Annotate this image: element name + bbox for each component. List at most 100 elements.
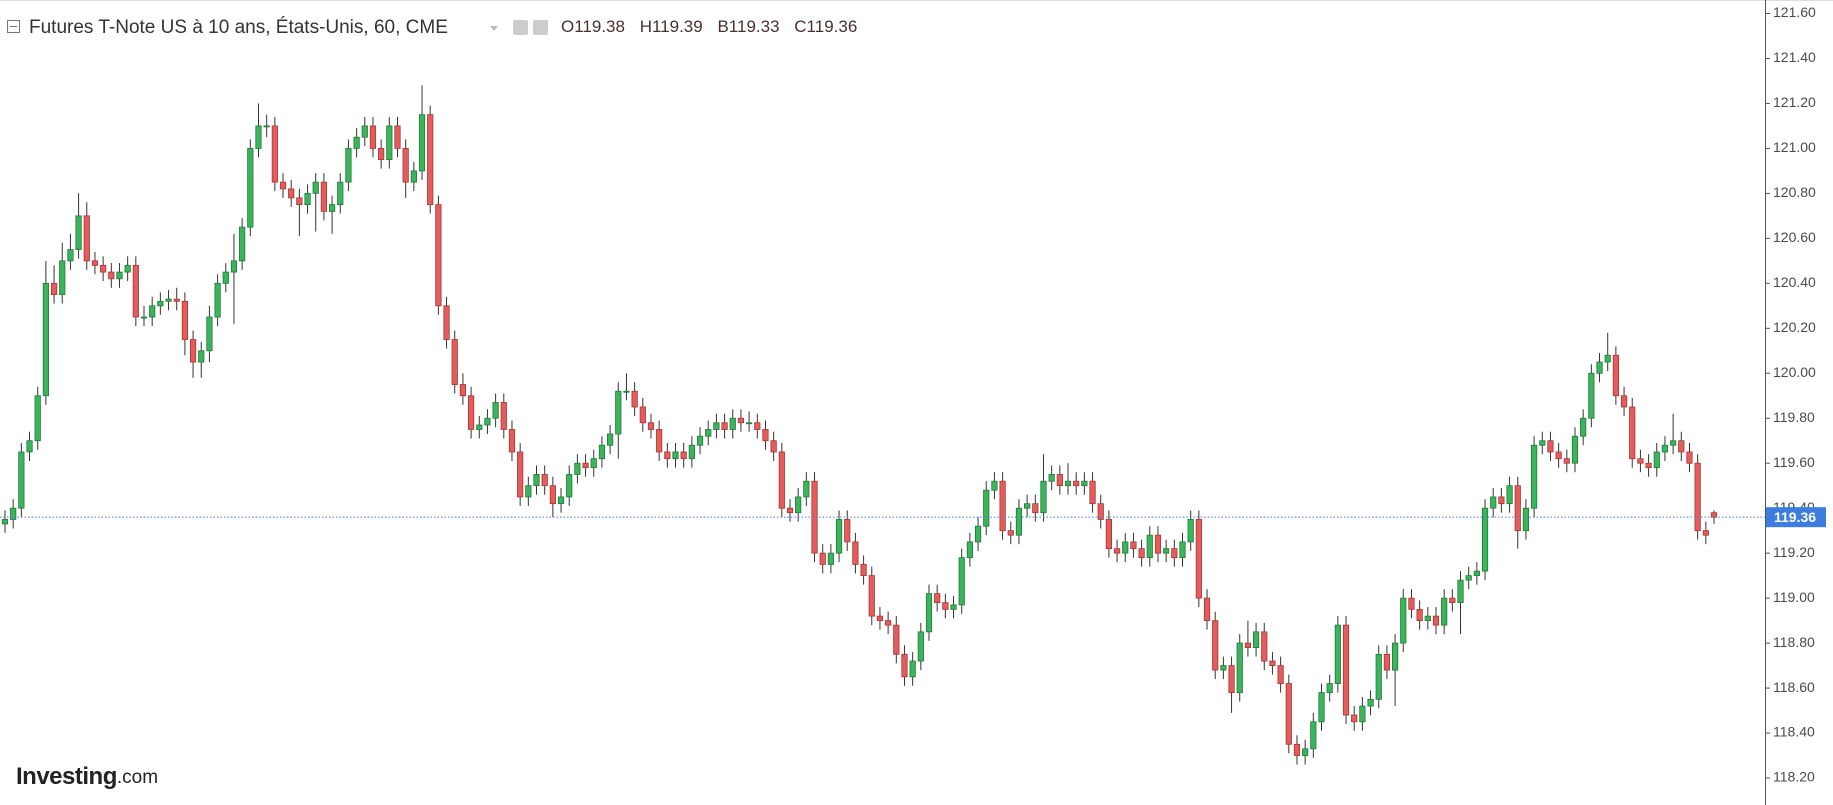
- candle-body: [1, 519, 9, 525]
- candle-body: [1686, 451, 1693, 464]
- candle-body: [680, 451, 687, 460]
- ohlc-value: 119.36: [807, 17, 858, 36]
- candle-body: [50, 282, 58, 295]
- candle-body: [1007, 530, 1014, 536]
- candle-body: [1653, 451, 1660, 469]
- candle-body: [770, 440, 777, 453]
- y-tick-label: 119.80: [1773, 409, 1815, 425]
- candle-body: [1694, 462, 1701, 532]
- candle-body: [1024, 503, 1031, 509]
- candle-body: [75, 215, 82, 250]
- candle-body: [255, 125, 262, 149]
- candle-body: [786, 507, 794, 514]
- chart-title: Futures T-Note US à 10 ans, États-Unis, …: [29, 17, 448, 38]
- candle-body: [198, 350, 205, 363]
- candle-body: [296, 197, 303, 206]
- ohlc-value: 119.39: [652, 17, 703, 36]
- candle-body: [476, 424, 483, 430]
- candle-body: [418, 114, 426, 172]
- y-tick-label: 119.20: [1773, 544, 1815, 560]
- candle-body: [42, 282, 49, 397]
- candle-body: [1269, 660, 1276, 666]
- settings-icon[interactable]: [533, 20, 548, 35]
- candle-body: [1138, 548, 1145, 559]
- candle-body: [623, 390, 630, 393]
- y-tick-label: 121.00: [1773, 139, 1816, 155]
- dropdown-icon[interactable]: [490, 26, 498, 31]
- candle-body: [369, 125, 377, 149]
- candle-body: [1391, 642, 1399, 671]
- candle-body: [239, 226, 246, 262]
- candle-body: [672, 451, 679, 460]
- candle-body: [1457, 579, 1464, 604]
- y-tick-label: 119.00: [1773, 589, 1815, 605]
- candle-body: [1015, 507, 1023, 536]
- candle-body: [1383, 653, 1391, 671]
- candle-body: [1539, 440, 1546, 446]
- y-tick-label: 118.60: [1773, 679, 1815, 695]
- candle-body: [100, 264, 107, 273]
- ohlc-label: O: [561, 17, 574, 36]
- candle-body: [410, 170, 417, 183]
- candle-body: [59, 260, 66, 295]
- candle-body: [1318, 692, 1325, 723]
- y-tick-label: 120.80: [1773, 184, 1816, 200]
- candle-body: [868, 575, 875, 617]
- candle-body: [917, 631, 924, 662]
- candle-body: [958, 557, 965, 606]
- settings-icon[interactable]: [513, 20, 528, 35]
- candle-body: [795, 496, 802, 514]
- candle-body: [1449, 597, 1456, 604]
- candle-body: [173, 298, 180, 302]
- candle-body: [181, 300, 188, 340]
- candle-body: [1710, 512, 1718, 518]
- candle-body: [1130, 541, 1137, 550]
- candle-body: [1506, 485, 1513, 505]
- candle-body: [378, 148, 385, 161]
- candle-body: [1244, 642, 1252, 648]
- candle-body: [639, 406, 646, 424]
- candle-body: [925, 593, 933, 633]
- price-tag-label: 119.36: [1774, 509, 1816, 525]
- candle-body: [1555, 451, 1562, 460]
- candle-body: [762, 429, 769, 442]
- candle-body: [893, 624, 900, 655]
- ohlc-label: H: [640, 17, 652, 36]
- candle-body: [1285, 683, 1292, 745]
- candle-body: [1228, 665, 1235, 693]
- candle-body: [860, 563, 867, 577]
- candle-body: [819, 552, 826, 565]
- candle-body: [1522, 507, 1530, 532]
- candle-body: [427, 114, 434, 206]
- y-tick-label: 121.40: [1773, 49, 1816, 65]
- candle-body: [345, 148, 352, 183]
- candle-body: [852, 541, 859, 565]
- candle-body: [492, 402, 499, 419]
- candle-body: [443, 305, 450, 340]
- candle-body: [222, 271, 229, 284]
- y-tick-label: 121.20: [1773, 94, 1816, 110]
- candle-body: [1563, 458, 1570, 464]
- candle-body: [1375, 653, 1382, 700]
- candle-body: [1154, 534, 1162, 554]
- candle-body: [664, 451, 671, 460]
- candle-body: [1048, 474, 1055, 482]
- candle-body: [1122, 541, 1129, 554]
- candle-body: [574, 462, 581, 475]
- candle-body: [983, 489, 990, 527]
- candle-body: [214, 282, 221, 318]
- candle-body: [467, 395, 475, 430]
- candle-body: [1531, 444, 1538, 509]
- collapse-icon[interactable]: [7, 20, 20, 33]
- candle-body: [1432, 615, 1440, 626]
- candle-body: [1408, 597, 1415, 610]
- candle-body: [549, 485, 556, 505]
- candle-body: [508, 429, 516, 453]
- candle-body: [827, 552, 834, 565]
- candle-body: [165, 298, 172, 302]
- candle-body: [26, 440, 33, 453]
- candle-body: [705, 429, 712, 437]
- candle-body: [337, 181, 344, 206]
- candle-body: [566, 474, 573, 498]
